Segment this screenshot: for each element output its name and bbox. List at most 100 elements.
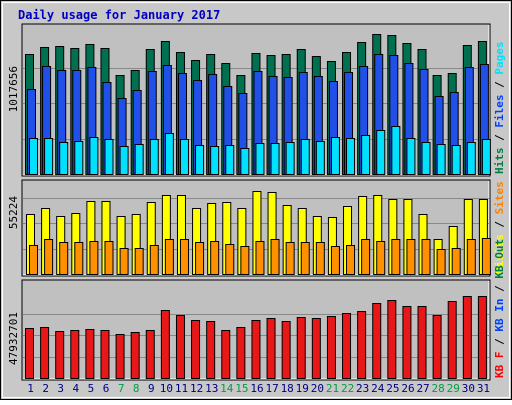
bar-kb-f: [462, 296, 472, 379]
y-axis-max-label: 47932701: [7, 312, 20, 365]
bar-sites: [240, 246, 250, 275]
bar-sites: [255, 241, 265, 275]
bar-sites: [119, 248, 129, 275]
bar-sites: [391, 239, 401, 275]
x-tick-label: 17: [265, 382, 278, 395]
legend-entry: Hits: [493, 148, 506, 175]
bar-sites: [210, 241, 220, 275]
x-tick-label: 20: [311, 382, 324, 395]
x-axis-labels: 1 2 3 4 5 6 7 8 9 10 11 12 13 14 15 16 17 18 19 20 21 22 23 24 2…: [27, 382, 490, 395]
x-tick-label: 21: [326, 382, 339, 395]
bar-kb-f: [417, 306, 427, 379]
bar-sites: [346, 245, 356, 275]
x-tick-label: 8: [133, 382, 140, 395]
bar-kb-f: [311, 318, 321, 379]
bar-kb-f: [236, 327, 246, 379]
bar-pages: [210, 146, 220, 175]
x-tick-label: 10: [160, 382, 173, 395]
bar-pages: [421, 142, 431, 175]
x-tick-label: 29: [447, 382, 460, 395]
bar-sites: [29, 245, 38, 275]
x-tick-label: 3: [57, 382, 64, 395]
bar-kb-f: [447, 301, 457, 379]
legend-entry: KB Out: [493, 239, 506, 279]
y-axis-max-label: 1017656: [7, 66, 20, 112]
legend-entry: Visits: [493, 234, 506, 274]
bar-sites: [376, 241, 386, 275]
bar-kb-f: [175, 315, 185, 379]
x-tick-label: 27: [416, 382, 429, 395]
bar-pages: [330, 137, 340, 175]
bar-sites: [134, 248, 144, 275]
bar-pages: [361, 135, 371, 175]
bar-sites: [195, 242, 205, 275]
bar-kb-f: [326, 316, 336, 379]
bar-sites: [406, 239, 416, 275]
bar-pages: [179, 139, 189, 175]
bar-pages: [104, 139, 114, 175]
x-tick-label: 24: [371, 382, 385, 395]
bar-pages: [285, 142, 295, 175]
x-tick-label: 2: [42, 382, 49, 395]
panel-requests: 1017656 Hits / Files / Pages: [7, 23, 506, 177]
bar-kb-f: [55, 331, 65, 379]
bar-kb-f: [281, 321, 291, 379]
bar-pages: [164, 133, 174, 175]
bar-pages: [149, 139, 159, 175]
bar-sites: [149, 245, 159, 275]
legend-entry: KB F: [493, 352, 506, 379]
bar-sites: [330, 246, 340, 275]
bar-sites: [59, 242, 69, 275]
chart-title: Daily usage for January 2017: [18, 8, 220, 22]
bar-pages: [119, 146, 129, 175]
x-tick-label: 25: [386, 382, 399, 395]
x-tick-label: 1: [27, 382, 34, 395]
x-tick-label: 18: [281, 382, 294, 395]
bar-kb-f: [206, 321, 216, 379]
x-tick-label: 14: [220, 382, 234, 395]
bar-pages: [406, 138, 416, 175]
bar-kb-f: [372, 303, 382, 379]
bar-kb-f: [342, 313, 352, 379]
chart-frame-inner: [2, 2, 510, 398]
legend-entry: /: [493, 279, 506, 299]
bar-pages: [74, 141, 84, 175]
panel-legend: Hits / Files / Pages: [493, 42, 506, 175]
bar-kb-f: [115, 334, 125, 379]
bar-sites: [421, 239, 431, 275]
bar-sites: [104, 241, 114, 275]
bar-kb-f: [387, 300, 397, 379]
bar-pages: [59, 142, 69, 175]
panel-legend: Visits / Sites: [493, 181, 506, 274]
legend-entry: KB In: [493, 299, 506, 332]
bar-kb-f: [70, 330, 80, 379]
bar-kb-f: [25, 328, 34, 379]
x-tick-label: 23: [356, 382, 369, 395]
chart-panels: 1017656 Hits / Files / Pages 55224 Visits /…: [7, 23, 506, 381]
bar-pages: [255, 143, 265, 175]
bar-sites: [89, 241, 99, 275]
legend-entry: /: [493, 332, 506, 352]
bar-kb-f: [266, 318, 276, 379]
bar-pages: [89, 137, 99, 175]
panel-legend: KB F / KB In / KB Out: [493, 239, 506, 378]
bar-sites: [466, 239, 476, 275]
x-tick-label: 19: [296, 382, 309, 395]
bar-kb-f: [160, 310, 170, 379]
legend-entry: /: [493, 75, 506, 95]
bar-kb-f: [130, 332, 140, 379]
bar-pages: [29, 138, 38, 175]
x-tick-label: 31: [477, 382, 490, 395]
x-tick-label: 9: [148, 382, 155, 395]
bar-kb-f: [40, 327, 50, 379]
bar-pages: [376, 130, 386, 175]
bar-kb-f: [85, 329, 95, 379]
x-tick-label: 16: [250, 382, 263, 395]
legend-entry: Sites: [493, 181, 506, 214]
bar-kb-f: [357, 311, 367, 379]
x-tick-label: 4: [73, 382, 80, 395]
x-tick-label: 12: [190, 382, 203, 395]
bar-kb-f: [145, 330, 155, 379]
x-tick-label: 6: [103, 382, 110, 395]
